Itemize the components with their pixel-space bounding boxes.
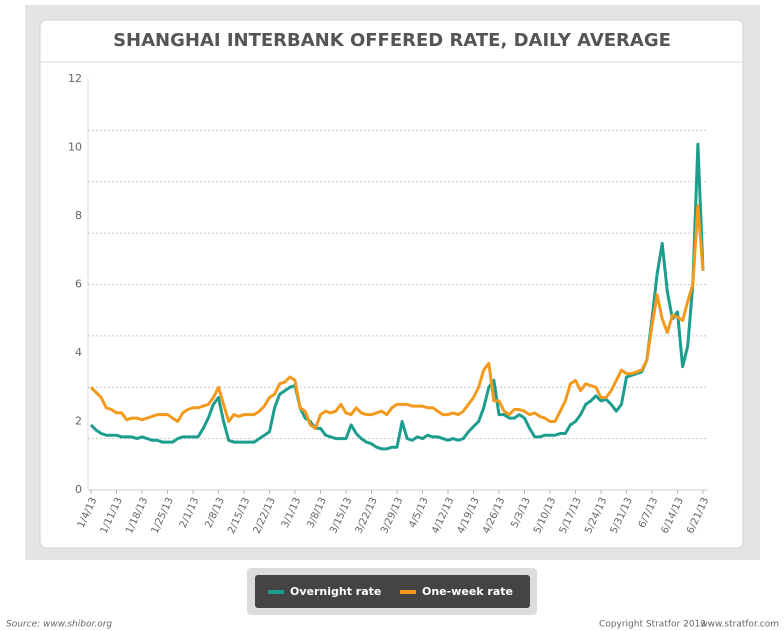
y-tick-label: 6 (75, 278, 82, 291)
source: Source: www.shibor.org (6, 620, 112, 630)
y-tick-label: 4 (75, 346, 82, 359)
y-tick-label: 12 (68, 72, 82, 85)
legend-label: Overnight rate (290, 585, 381, 598)
y-tick-label: 8 (75, 209, 82, 222)
legend-label: One-week rate (422, 585, 513, 598)
y-tick-label: 2 (75, 415, 82, 428)
series-line (89, 142, 705, 451)
chart-title: SHANGHAI INTERBANK OFFERED RATE, DAILY A… (113, 30, 671, 51)
y-tick-label: 0 (75, 483, 82, 496)
y-tick-label: 10 (68, 141, 82, 154)
card (39, 19, 744, 549)
legend (255, 575, 530, 608)
website: www.stratfor.com (700, 620, 779, 630)
copyright: Copyright Stratfor 2013 (599, 620, 706, 630)
series-line (89, 204, 705, 430)
